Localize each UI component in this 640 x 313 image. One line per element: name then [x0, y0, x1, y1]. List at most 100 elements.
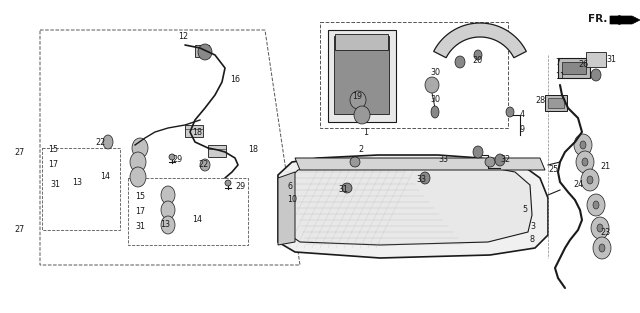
Ellipse shape [161, 201, 175, 219]
Text: 17: 17 [135, 207, 145, 216]
Polygon shape [278, 155, 548, 258]
Text: 8: 8 [530, 235, 535, 244]
Text: 22: 22 [198, 160, 208, 169]
Ellipse shape [581, 169, 599, 191]
Ellipse shape [350, 157, 360, 167]
Ellipse shape [130, 152, 146, 172]
Text: 33: 33 [416, 175, 426, 184]
Ellipse shape [342, 183, 352, 193]
Text: 29: 29 [235, 182, 245, 191]
Ellipse shape [161, 186, 175, 204]
Ellipse shape [225, 180, 231, 186]
Ellipse shape [582, 158, 588, 166]
Text: 14: 14 [100, 172, 110, 181]
Bar [195, 45, 209, 57]
Text: 31: 31 [338, 185, 348, 194]
Ellipse shape [591, 217, 609, 239]
Ellipse shape [132, 138, 148, 158]
Text: 23: 23 [600, 228, 610, 237]
Text: 3: 3 [530, 222, 535, 231]
Ellipse shape [473, 146, 483, 158]
Text: 12: 12 [178, 32, 188, 41]
Text: 28: 28 [535, 96, 545, 105]
Polygon shape [328, 30, 396, 122]
Ellipse shape [455, 56, 465, 68]
Bar [558, 58, 590, 78]
Text: 25: 25 [548, 165, 558, 174]
Text: 16: 16 [230, 75, 240, 84]
Ellipse shape [169, 154, 175, 160]
Text: 7: 7 [555, 58, 560, 67]
Text: 15: 15 [135, 192, 145, 201]
Text: 13: 13 [72, 178, 82, 187]
Bar [185, 125, 203, 137]
Ellipse shape [599, 244, 605, 252]
Bar [548, 98, 564, 108]
Text: 14: 14 [192, 215, 202, 224]
Bar [545, 95, 567, 111]
Ellipse shape [576, 151, 594, 173]
Text: 2: 2 [358, 145, 363, 154]
Text: 6: 6 [287, 182, 292, 191]
Polygon shape [610, 16, 640, 24]
Ellipse shape [591, 69, 601, 81]
Bar [334, 36, 389, 114]
Text: 31: 31 [135, 222, 145, 231]
Ellipse shape [425, 77, 439, 93]
Ellipse shape [103, 135, 113, 149]
Ellipse shape [587, 176, 593, 184]
Text: 33: 33 [438, 155, 448, 164]
Text: 13: 13 [160, 220, 170, 229]
Ellipse shape [580, 141, 586, 149]
Ellipse shape [354, 106, 370, 124]
Ellipse shape [597, 224, 603, 232]
Text: 17: 17 [48, 160, 58, 169]
Polygon shape [295, 158, 545, 170]
Text: 30: 30 [430, 68, 440, 77]
Ellipse shape [574, 134, 592, 156]
Text: 9: 9 [520, 125, 525, 134]
Ellipse shape [593, 237, 611, 259]
Text: 10: 10 [287, 195, 297, 204]
Ellipse shape [506, 107, 514, 117]
Text: 18: 18 [248, 145, 258, 154]
Text: 11: 11 [555, 72, 565, 81]
Text: 15: 15 [48, 145, 58, 154]
Text: 31: 31 [606, 55, 616, 64]
Text: 29: 29 [172, 155, 182, 164]
Text: 20: 20 [472, 56, 482, 65]
Ellipse shape [350, 91, 366, 109]
Text: 30: 30 [430, 95, 440, 104]
Ellipse shape [485, 157, 495, 167]
Text: 27: 27 [14, 148, 24, 157]
Ellipse shape [161, 216, 175, 234]
Text: FR.: FR. [588, 14, 607, 24]
Ellipse shape [200, 159, 210, 171]
Text: 18: 18 [192, 128, 202, 137]
Text: 5: 5 [522, 205, 527, 214]
Polygon shape [278, 172, 295, 245]
Polygon shape [285, 162, 532, 245]
Text: 31: 31 [50, 180, 60, 189]
Text: 26: 26 [578, 60, 588, 69]
Text: 24: 24 [573, 180, 583, 189]
Ellipse shape [593, 201, 599, 209]
Text: 4: 4 [520, 110, 525, 119]
Polygon shape [434, 23, 526, 58]
Ellipse shape [587, 194, 605, 216]
Ellipse shape [130, 167, 146, 187]
Bar [208, 145, 226, 157]
Text: 22: 22 [95, 138, 105, 147]
Text: 27: 27 [14, 225, 24, 234]
Polygon shape [335, 34, 388, 50]
Ellipse shape [198, 44, 212, 60]
Ellipse shape [431, 106, 439, 118]
Bar [562, 62, 586, 74]
Text: 21: 21 [600, 162, 610, 171]
Text: 19: 19 [352, 92, 362, 101]
Ellipse shape [474, 50, 482, 60]
Ellipse shape [420, 172, 430, 184]
Ellipse shape [495, 154, 505, 166]
Text: 32: 32 [500, 155, 510, 164]
Bar [586, 52, 606, 67]
